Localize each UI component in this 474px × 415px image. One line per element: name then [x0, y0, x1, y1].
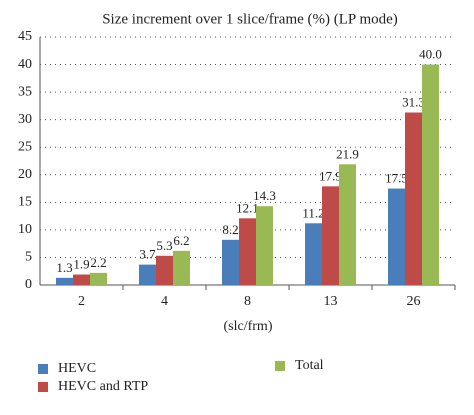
- bar: [156, 255, 173, 285]
- x-tick-label: 2: [78, 294, 85, 309]
- bar: [322, 186, 339, 285]
- y-tick-label: 40: [18, 57, 32, 72]
- bar: [222, 239, 239, 285]
- value-label: 1.9: [73, 257, 89, 272]
- value-label: 17.5: [385, 171, 408, 186]
- value-label: 12.1: [236, 200, 259, 215]
- value-label: 21.9: [336, 146, 359, 161]
- legend-label: HEVC and RTP: [58, 379, 148, 394]
- value-label: 8.2: [222, 222, 238, 237]
- value-label: 31.3: [402, 94, 425, 109]
- legend-swatch: [275, 361, 285, 371]
- y-tick-label: 25: [18, 139, 32, 154]
- value-label: 3.7: [139, 247, 156, 262]
- y-tick-label: 0: [25, 277, 32, 292]
- bar: [239, 218, 256, 285]
- legend-label: Total: [295, 358, 324, 373]
- chart-title: Size increment over 1 slice/frame (%) (L…: [102, 11, 398, 27]
- value-label: 2.2: [90, 255, 106, 270]
- x-tick-label: 13: [324, 294, 338, 309]
- bar: [90, 272, 107, 285]
- bar: [256, 206, 273, 285]
- x-tick-label: 8: [244, 294, 251, 309]
- bar: [388, 188, 405, 285]
- x-axis-title: (slc/frm): [224, 319, 273, 334]
- y-tick-label: 45: [18, 29, 32, 44]
- y-tick-label: 30: [18, 112, 32, 127]
- legend-swatch: [38, 382, 48, 392]
- legend-swatch: [38, 364, 48, 374]
- y-tick-label: 35: [18, 84, 32, 99]
- bar: [305, 223, 322, 285]
- value-label: 14.3: [253, 188, 276, 203]
- value-label: 40.0: [419, 47, 442, 62]
- value-label: 5.3: [156, 238, 172, 253]
- bar: [339, 164, 356, 285]
- y-tick-label: 10: [18, 222, 32, 237]
- value-label: 6.2: [173, 233, 189, 248]
- bar: [405, 112, 422, 285]
- value-label: 11.2: [302, 205, 324, 220]
- legend-label: HEVC: [58, 361, 96, 376]
- x-tick-label: 4: [161, 294, 168, 309]
- x-tick-label: 26: [407, 294, 421, 309]
- value-label: 17.9: [319, 168, 342, 183]
- bar: [73, 274, 90, 285]
- y-tick-label: 15: [18, 195, 32, 210]
- bar: [173, 250, 190, 285]
- y-tick-label: 20: [18, 167, 32, 182]
- y-tick-label: 5: [25, 250, 32, 265]
- bar: [422, 64, 439, 285]
- bar: [139, 264, 156, 285]
- value-label: 1.3: [56, 260, 72, 275]
- bar: [56, 277, 73, 285]
